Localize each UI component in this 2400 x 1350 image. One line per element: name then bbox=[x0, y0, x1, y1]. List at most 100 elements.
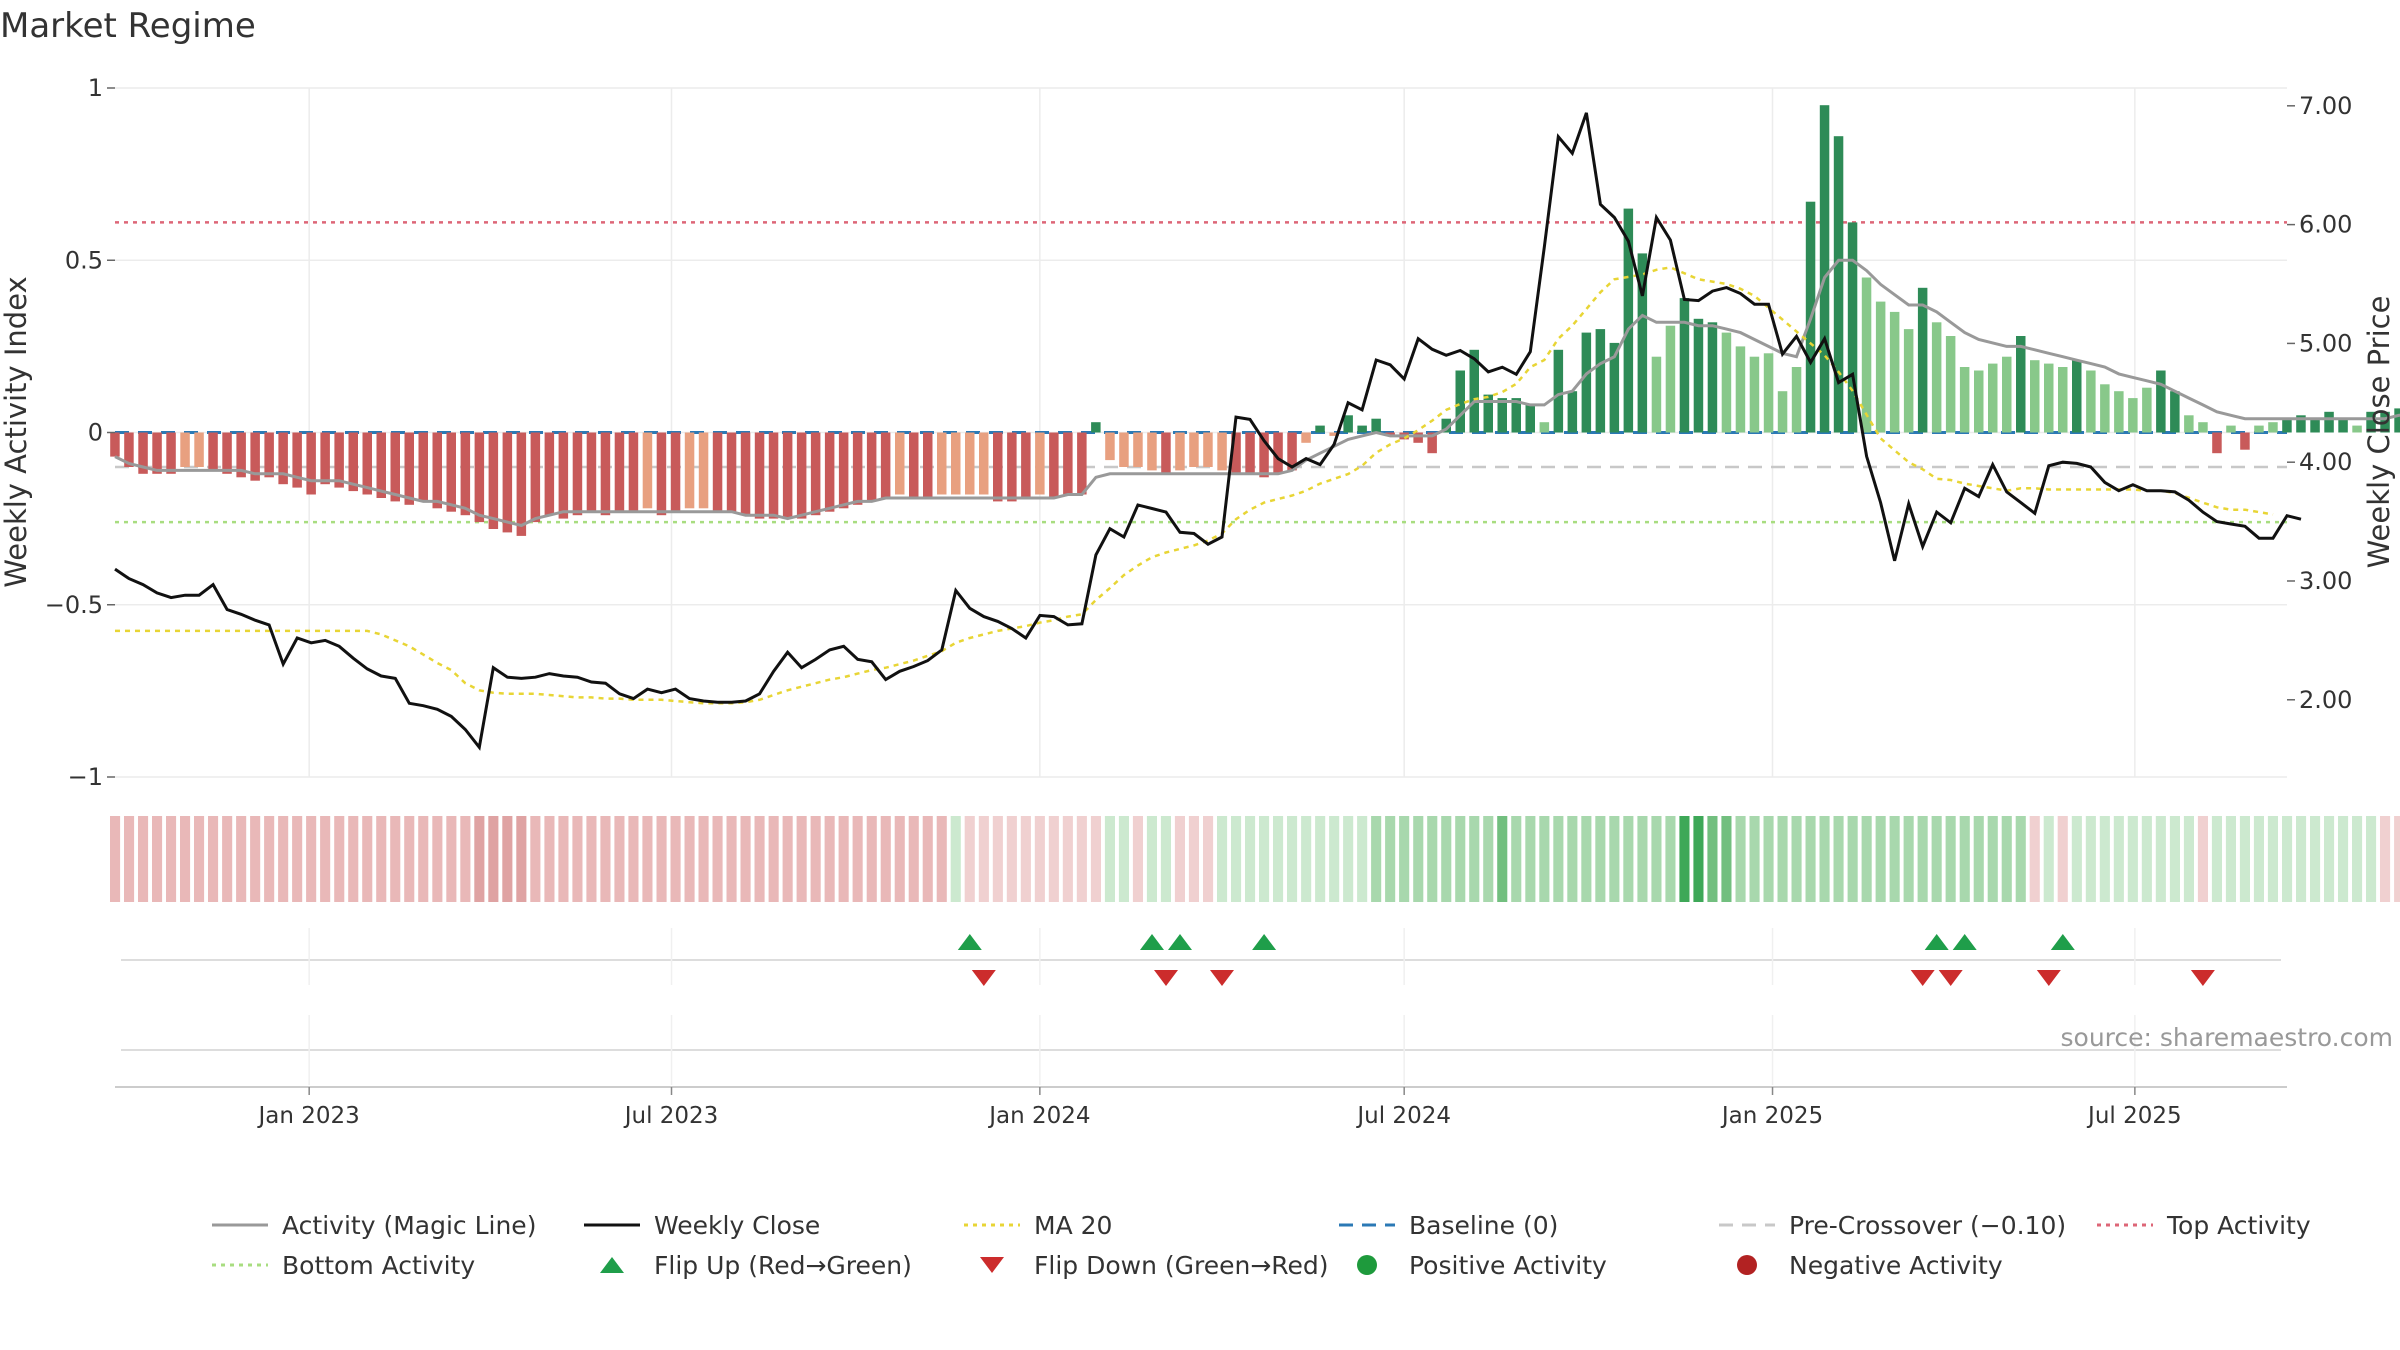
activity-bar bbox=[2072, 360, 2082, 433]
regime-cell bbox=[320, 816, 331, 902]
regime-cell bbox=[1791, 816, 1802, 902]
regime-cell bbox=[628, 816, 639, 902]
legend-item-ma20: MA 20 bbox=[962, 1211, 1337, 1240]
activity-bar bbox=[2030, 360, 2040, 433]
regime-cell bbox=[446, 816, 457, 902]
activity-bar bbox=[1567, 391, 1578, 433]
regime-cell bbox=[1777, 816, 1788, 902]
activity-bar bbox=[1161, 432, 1171, 474]
activity-bar bbox=[1287, 432, 1297, 471]
legend-label: Activity (Magic Line) bbox=[282, 1210, 537, 1240]
regime-cell bbox=[1539, 816, 1550, 902]
regime-cell bbox=[684, 816, 695, 902]
activity-bar bbox=[1959, 367, 1970, 433]
activity-bar bbox=[2142, 387, 2152, 433]
y-tick-label: 1 bbox=[88, 74, 103, 102]
regime-cell bbox=[1735, 816, 1746, 902]
activity-bar bbox=[2352, 425, 2362, 433]
activity-bar bbox=[1049, 432, 1059, 498]
regime-cell bbox=[1413, 816, 1424, 902]
activity-bar bbox=[1021, 432, 1031, 498]
regime-cell bbox=[614, 816, 625, 902]
regime-cell bbox=[488, 816, 499, 902]
activity-magic-line bbox=[114, 258, 2400, 528]
regime-cell bbox=[838, 816, 849, 902]
activity-bar bbox=[320, 432, 330, 485]
regime-cell bbox=[2169, 816, 2180, 902]
legend-item-negative-dot: Negative Activity bbox=[1717, 1251, 2095, 1280]
legend-item-positive-dot: Positive Activity bbox=[1337, 1251, 1717, 1280]
activity-bar bbox=[1595, 329, 1606, 433]
activity-bar bbox=[838, 432, 849, 509]
regime-cell bbox=[1483, 816, 1494, 902]
main-panel: 1 0.5 0 −0.5 −1 7.00 6.00 5.00 4.00 3.00 2.00 Wee… bbox=[0, 74, 2400, 791]
activity-bar bbox=[1301, 432, 1311, 443]
regime-cell bbox=[1020, 816, 1031, 902]
activity-bar bbox=[390, 432, 400, 502]
regime-cell bbox=[1749, 816, 1760, 902]
activity-bar bbox=[558, 432, 569, 519]
regime-cell bbox=[292, 816, 303, 902]
activity-bar bbox=[1637, 253, 1648, 433]
activity-bar bbox=[1357, 425, 1367, 433]
activity-bar bbox=[1427, 432, 1437, 454]
activity-bar bbox=[1861, 277, 1872, 433]
activity-bar bbox=[1553, 349, 1564, 433]
activity-bar bbox=[2240, 432, 2250, 450]
regime-cell bbox=[1371, 816, 1382, 902]
regime-cell bbox=[908, 816, 919, 902]
regime-cell bbox=[2113, 816, 2124, 902]
x-tick-label: Jul 2025 bbox=[2086, 1103, 2182, 1129]
regime-cell bbox=[1329, 816, 1340, 902]
activity-bar bbox=[979, 432, 989, 495]
regime-cell bbox=[1651, 816, 1662, 902]
regime-cell bbox=[222, 816, 233, 902]
activity-bar bbox=[2296, 415, 2306, 433]
regime-cell bbox=[1637, 816, 1648, 902]
activity-bar bbox=[348, 432, 358, 492]
legend-label: Top Activity bbox=[2167, 1210, 2311, 1240]
activity-bar bbox=[2114, 391, 2124, 433]
dotted-line-icon bbox=[2097, 1223, 2153, 1227]
activity-bar bbox=[222, 432, 232, 474]
regime-cell bbox=[1511, 816, 1522, 902]
regime-cell bbox=[726, 816, 737, 902]
legend-row-2: Bottom Activity Flip Up (Red→Green) Flip D… bbox=[210, 1245, 2360, 1285]
legend-label: MA 20 bbox=[1034, 1210, 1113, 1240]
activity-bar bbox=[1175, 432, 1185, 471]
activity-bar bbox=[614, 432, 625, 512]
flip-markers bbox=[957, 934, 2215, 986]
activity-bar bbox=[2100, 384, 2110, 433]
activity-bar bbox=[446, 432, 456, 512]
regime-cell bbox=[1006, 816, 1017, 902]
activity-bar bbox=[2268, 422, 2278, 433]
activity-bar bbox=[1385, 432, 1395, 436]
activity-bar bbox=[1343, 415, 1353, 433]
regime-cell bbox=[2394, 816, 2400, 902]
regime-cell bbox=[1973, 816, 1984, 902]
x-tick-label: Jan 2024 bbox=[987, 1103, 1090, 1129]
flip-down-marker bbox=[1938, 970, 1963, 986]
activity-bar bbox=[2002, 356, 2012, 433]
regime-cell bbox=[754, 816, 765, 902]
regime-cell bbox=[1301, 816, 1312, 902]
legend-label: Pre-Crossover (−0.10) bbox=[1789, 1210, 2067, 1240]
activity-bar bbox=[2226, 425, 2236, 433]
activity-bar bbox=[1413, 432, 1423, 443]
regime-cell bbox=[1427, 816, 1438, 902]
activity-bar bbox=[698, 432, 709, 509]
activity-bar bbox=[180, 432, 190, 467]
legend-label: Baseline (0) bbox=[1409, 1210, 1559, 1240]
activity-bar bbox=[1679, 298, 1690, 433]
activity-bar bbox=[1245, 432, 1255, 474]
activity-bar bbox=[292, 432, 302, 488]
chart-title: Market Regime bbox=[0, 6, 256, 46]
flip-up-marker bbox=[957, 934, 982, 950]
activity-bar bbox=[1483, 394, 1493, 433]
activity-bar bbox=[264, 432, 274, 478]
regime-cell bbox=[474, 816, 485, 902]
activity-bar bbox=[1007, 432, 1017, 502]
regime-cell bbox=[1273, 816, 1284, 902]
activity-bar bbox=[1273, 432, 1283, 474]
activity-bar bbox=[1777, 391, 1788, 433]
